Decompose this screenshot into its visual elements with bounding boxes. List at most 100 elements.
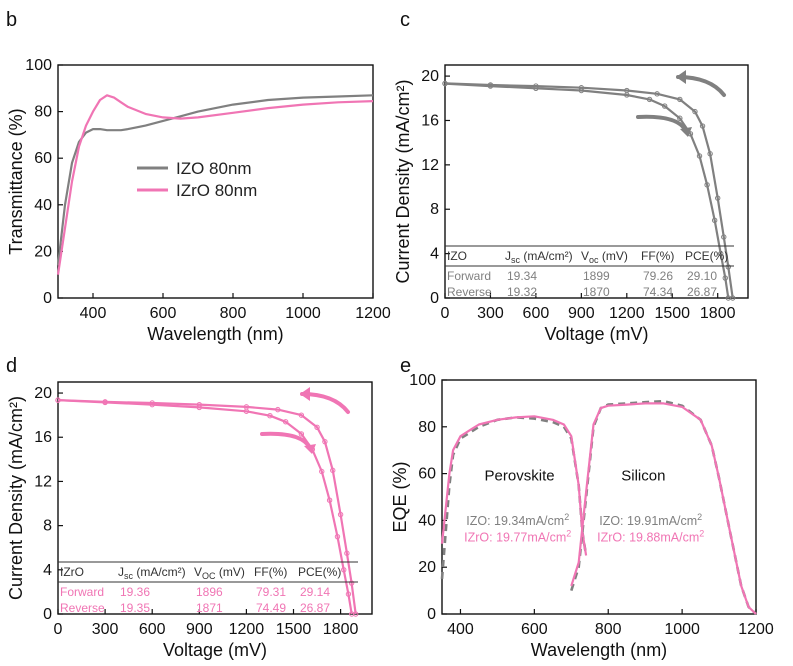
x-tick-label: 300 [92,621,119,638]
data-point [348,580,355,586]
data-point [349,611,355,617]
x-tick-label: 1200 [609,305,645,322]
data-point [707,151,713,157]
y-axis-label: Current Density (mA/cm²) [6,396,26,600]
series-line-izo-perovskite [440,416,588,580]
table-cell: Reverse [60,601,105,615]
series-line-forward [444,82,734,299]
data-point [704,182,710,188]
plot-frame [57,64,374,299]
table-cell: 1896 [196,585,223,599]
x-tick-label: 1000 [285,305,321,322]
panel-letter-c: c [400,9,410,31]
x-tick-label: 1000 [664,621,700,638]
x-tick-label: 600 [150,305,177,322]
data-point [677,96,683,103]
series-line-izro-silicon [570,402,757,615]
series-line-forward [57,399,357,615]
x-axis-label: Voltage (mV) [544,324,648,344]
series-line-reverse [444,82,730,299]
data-point [442,80,448,87]
data-point [330,467,336,474]
x-tick-label: 1200 [355,305,391,322]
x-tick-label: 1500 [654,305,690,322]
y-tick-label: 0 [43,606,52,623]
arrow-head [300,387,310,401]
data-point [319,468,325,475]
data-point [696,153,703,159]
data-point [624,92,630,98]
table-header-cell: IZO [447,249,467,263]
table-cell: 26.87 [300,601,330,615]
y-tick-label: 60 [418,466,436,483]
x-tick-label: 900 [186,621,213,638]
x-tick-label: 1200 [738,621,774,638]
y-tick-label: 8 [430,201,439,218]
y-tick-label: 4 [43,562,52,579]
eqe-annotation: IZO: 19.91mA/cm2 [599,512,702,528]
scan-arrow-forward [636,114,688,133]
series-line-izro-perovskite [440,415,588,556]
table-cell: 1871 [196,601,223,615]
y-axis-label: Current Density (mA/cm²) [393,79,413,283]
y-tick-label: 0 [427,606,436,623]
table-header-cell: FF(%) [641,249,674,263]
table-cell: 19.36 [120,585,150,599]
data-point [243,408,250,414]
data-point [711,217,718,224]
x-tick-label: 300 [477,305,504,322]
y-tick-label: 40 [34,197,52,214]
y-tick-label: 20 [34,243,52,260]
chart-panel-c: 0 300 600 900 1200 1500 1800 0 4 8 12 16 20 Voltage (… [393,64,749,344]
region-label-silicon: Silicon [621,468,665,485]
table-cell: 74.49 [256,601,286,615]
data-point [326,497,333,503]
data-point [722,275,728,281]
data-point [677,115,683,121]
x-axis-label: Wavelength (nm) [531,640,667,660]
table-cell: 79.31 [256,585,286,599]
data-point [344,550,350,556]
data-point [275,406,281,413]
data-point [578,87,585,94]
data-point [267,412,273,419]
plot-frame [444,64,749,299]
data-point [715,195,721,201]
table-header-cell: FF(%) [254,565,287,579]
data-point [298,431,305,437]
y-tick-label: 16 [34,429,52,446]
y-tick-label: 40 [418,512,436,529]
y-tick-label: 20 [421,68,439,85]
x-tick-label: 400 [447,621,474,638]
data-point [654,91,660,97]
x-tick-label: 0 [54,621,63,638]
arrow-head [304,444,316,454]
data-point [718,250,724,257]
table-cell: Forward [60,585,104,599]
eqe-annotation: IZrO: 19.77mA/cm2 [464,528,571,544]
y-axis-label: EQE (%) [390,461,410,532]
table-cell: 29.14 [300,585,330,599]
panel-letter-b: b [6,9,17,31]
table-cell: 26.87 [687,285,717,299]
x-tick-label: 1500 [276,621,312,638]
y-tick-label: 16 [421,112,439,129]
region-label-perovskite: Perovskite [485,468,555,485]
data-point [487,83,494,89]
x-axis-label: Wavelength (nm) [147,324,283,344]
table-cell: 1899 [583,269,610,283]
table-cell: 29.10 [687,269,717,283]
table-cell: 79.26 [643,269,673,283]
data-point [721,234,727,240]
y-tick-label: 4 [430,246,439,263]
legend-label: IZO 80nm [176,159,252,178]
chart-panel-e: 400 600 800 1000 1200 0 20 40 60 80 100 Wavelength … [390,372,774,660]
data-point [298,412,305,418]
y-tick-label: 12 [421,157,439,174]
data-point [692,108,698,115]
x-tick-label: 600 [521,621,548,638]
data-point [282,419,289,425]
table-cell: 19.34 [507,269,537,283]
y-tick-label: 80 [34,104,52,121]
